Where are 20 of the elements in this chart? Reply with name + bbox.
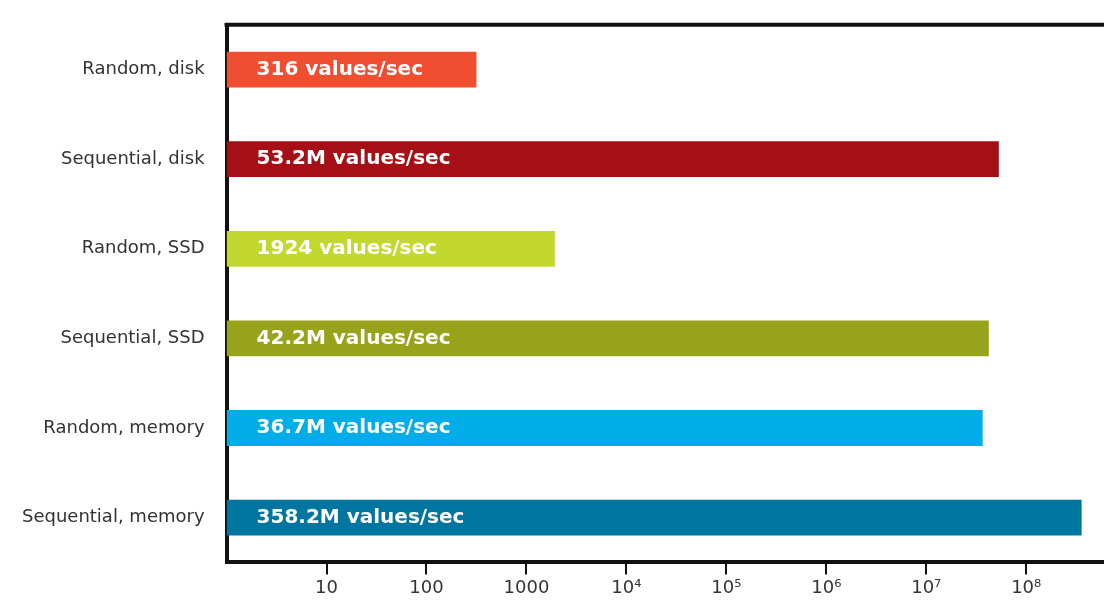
x-tick-label: 10	[315, 575, 338, 597]
data-label: 1924 values/sec	[256, 235, 437, 259]
data-label: 316 values/sec	[256, 55, 423, 80]
x-tick-label: 100	[409, 575, 444, 597]
data-label: 42.2M values/sec	[256, 324, 451, 349]
y-tick-label: Sequential, SSD	[60, 326, 205, 348]
x-tick-label: 10⁷	[911, 575, 942, 597]
y-tick-label: Random, memory	[43, 415, 205, 437]
y-tick-label: Random, SSD	[81, 236, 205, 258]
y-tick-label: Sequential, memory	[22, 505, 205, 527]
data-label: 36.7M values/sec	[256, 414, 451, 439]
x-tick-label: 10⁶	[811, 575, 842, 597]
data-label: 358.2M values/sec	[256, 503, 465, 528]
y-tick-label: Sequential, disk	[60, 146, 206, 168]
x-tick-label: 10⁴	[611, 575, 642, 597]
x-tick-label: 1000	[503, 575, 550, 597]
x-tick-label: 10⁸	[1011, 575, 1042, 597]
y-tick-label: Random, disk	[82, 57, 206, 79]
data-label: 53.2M values/sec	[256, 145, 451, 170]
x-tick-label: 10⁵	[711, 575, 742, 597]
